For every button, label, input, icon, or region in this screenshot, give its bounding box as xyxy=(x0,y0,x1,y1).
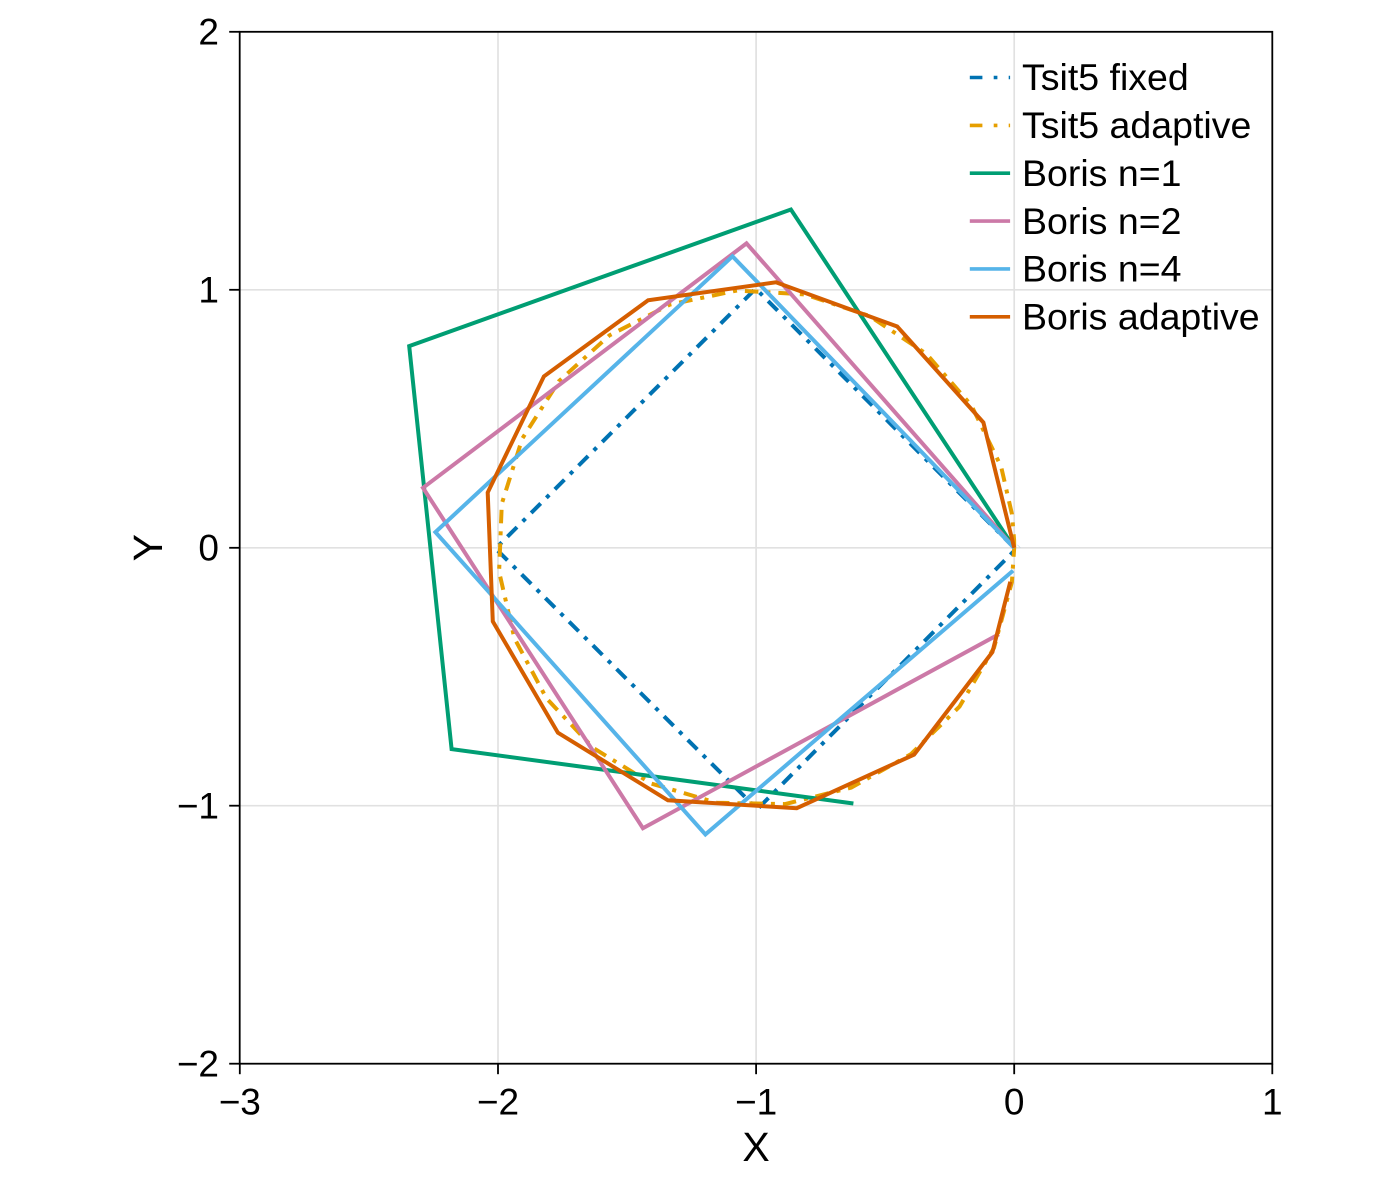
svg-text:Boris adaptive: Boris adaptive xyxy=(1022,296,1260,338)
svg-text:Tsit5 adaptive: Tsit5 adaptive xyxy=(1022,104,1251,146)
svg-text:Y: Y xyxy=(125,534,171,561)
svg-text:Boris n=1: Boris n=1 xyxy=(1022,152,1181,194)
svg-text:−2: −2 xyxy=(177,1044,219,1085)
svg-text:1: 1 xyxy=(198,270,219,311)
svg-text:1: 1 xyxy=(1262,1082,1283,1123)
svg-text:−1: −1 xyxy=(177,786,219,827)
svg-text:0: 0 xyxy=(1004,1082,1025,1123)
svg-text:Boris n=2: Boris n=2 xyxy=(1022,200,1181,242)
svg-text:0: 0 xyxy=(198,528,219,569)
svg-text:2: 2 xyxy=(198,12,219,53)
svg-text:Tsit5 fixed: Tsit5 fixed xyxy=(1022,56,1189,98)
svg-text:−3: −3 xyxy=(219,1082,261,1123)
svg-text:−2: −2 xyxy=(477,1082,519,1123)
svg-text:−1: −1 xyxy=(735,1082,777,1123)
svg-text:Boris n=4: Boris n=4 xyxy=(1022,248,1181,290)
svg-text:X: X xyxy=(742,1124,769,1170)
